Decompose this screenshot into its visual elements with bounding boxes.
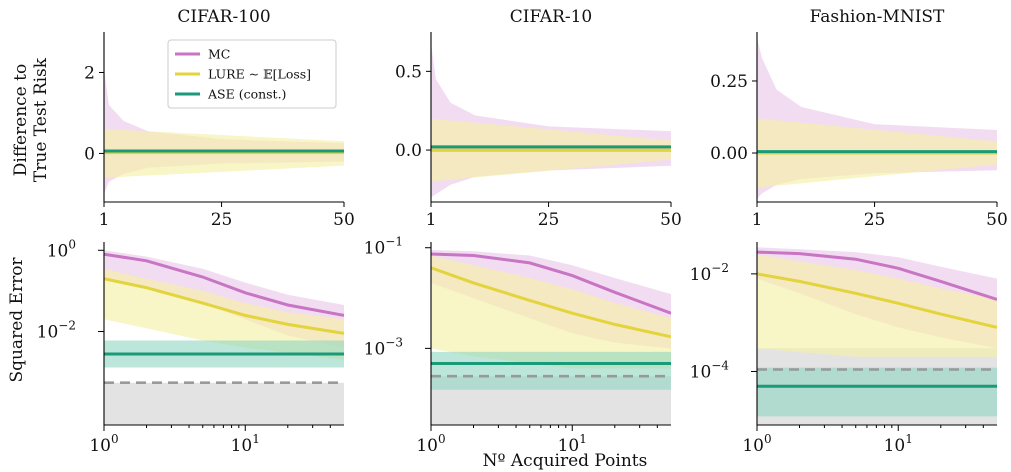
y-tick-exponent: −2 xyxy=(711,261,729,275)
line-mc xyxy=(431,252,671,315)
plot-area xyxy=(757,247,997,425)
y-tick-label: 0.0 xyxy=(395,141,422,161)
plot-area xyxy=(104,250,344,425)
legend: MC LURE ∼ 𝔼[Loss] ASE (const.) xyxy=(167,39,337,109)
panel-1: CIFAR-100 1 25 50 0 2 xyxy=(84,7,355,230)
top-row-ylabel-line2: True Test Risk xyxy=(31,57,51,182)
x-tick-label: 25 xyxy=(538,210,560,230)
y-tick-label: 10−4 xyxy=(690,358,730,382)
y-tick-label: 0.25 xyxy=(710,72,748,92)
panel-title: Fashion-MNIST xyxy=(810,7,945,27)
x-tick-label: 100 xyxy=(742,432,771,456)
y-tick-label: 0.5 xyxy=(395,62,422,82)
x-tick-label: 50 xyxy=(660,210,682,230)
y-tick-exponent: −2 xyxy=(58,319,76,333)
y-tick-exponent: −1 xyxy=(385,235,403,249)
y-tick-label: 10−3 xyxy=(364,335,403,359)
band-ase xyxy=(757,367,997,417)
legend-box xyxy=(167,39,337,109)
x-tick-label: 100 xyxy=(89,432,118,456)
legend-label: MC xyxy=(208,47,230,62)
band-lure xyxy=(431,255,671,369)
x-tick-label: 50 xyxy=(986,210,1008,230)
band-ase xyxy=(431,351,671,390)
y-tick-exponent: −4 xyxy=(711,358,729,372)
line-mc xyxy=(104,252,344,317)
y-tick-label: 10−2 xyxy=(690,261,729,285)
x-tick-label: 101 xyxy=(231,432,260,456)
x-tick-exponent: 1 xyxy=(579,432,587,446)
x-tick-exponent: 0 xyxy=(111,432,119,446)
x-tick-label: 50 xyxy=(333,210,355,230)
x-tick-label: 101 xyxy=(884,432,913,456)
y-tick-exponent: −3 xyxy=(385,335,403,349)
bottom-row-xlabel: Nº Acquired Points xyxy=(483,451,648,471)
x-tick-label: 1 xyxy=(99,210,110,230)
x-tick-exponent: 1 xyxy=(252,432,260,446)
y-tick-label: 10−2 xyxy=(37,319,76,343)
x-tick-label: 1 xyxy=(752,210,763,230)
y-tick-label: 100 xyxy=(47,237,76,261)
x-tick-label: 100 xyxy=(416,432,445,456)
y-tick-label: 10−1 xyxy=(364,235,403,259)
y-tick-label: 0.00 xyxy=(710,144,748,164)
legend-label: LURE ∼ 𝔼[Loss] xyxy=(208,67,311,82)
band-lure xyxy=(757,254,997,357)
top-row-ylabel-line1: Difference to xyxy=(11,64,31,176)
line-lure xyxy=(431,266,671,339)
y-tick-exponent: 0 xyxy=(68,237,76,251)
panel-title: CIFAR-10 xyxy=(510,7,593,27)
panel-2: CIFAR-10 1 25 50 0.0 0.5 xyxy=(395,7,682,230)
band-baseline xyxy=(104,382,344,425)
x-tick-exponent: 0 xyxy=(438,432,446,446)
bottom-row-ylabel: Squared Error xyxy=(7,257,27,383)
panels: CIFAR-100 1 25 50 0 2 CIFAR-10 1 25 50 0.0 0.5 Fashi… xyxy=(37,7,1008,456)
panel-title: CIFAR-100 xyxy=(177,7,270,27)
line-mc xyxy=(757,250,997,301)
line-lure xyxy=(104,277,344,335)
plot-area xyxy=(431,43,671,198)
x-tick-label: 25 xyxy=(864,210,886,230)
y-tick-label: 2 xyxy=(84,63,95,83)
x-tick-exponent: 0 xyxy=(764,432,772,446)
plot-area xyxy=(104,68,344,194)
x-tick-exponent: 1 xyxy=(905,432,913,446)
figure-labels: Difference to True Test Risk Squared Err… xyxy=(7,57,647,471)
x-tick-label: 1 xyxy=(426,210,437,230)
x-tick-label: 25 xyxy=(211,210,233,230)
legend-label: ASE (const.) xyxy=(207,87,286,102)
y-tick-label: 0 xyxy=(84,144,95,164)
plot-area xyxy=(431,250,671,425)
line-lure xyxy=(757,272,997,329)
plot-area xyxy=(757,37,997,200)
panel-3: Fashion-MNIST 1 25 50 0.00 0.25 xyxy=(710,7,1008,230)
